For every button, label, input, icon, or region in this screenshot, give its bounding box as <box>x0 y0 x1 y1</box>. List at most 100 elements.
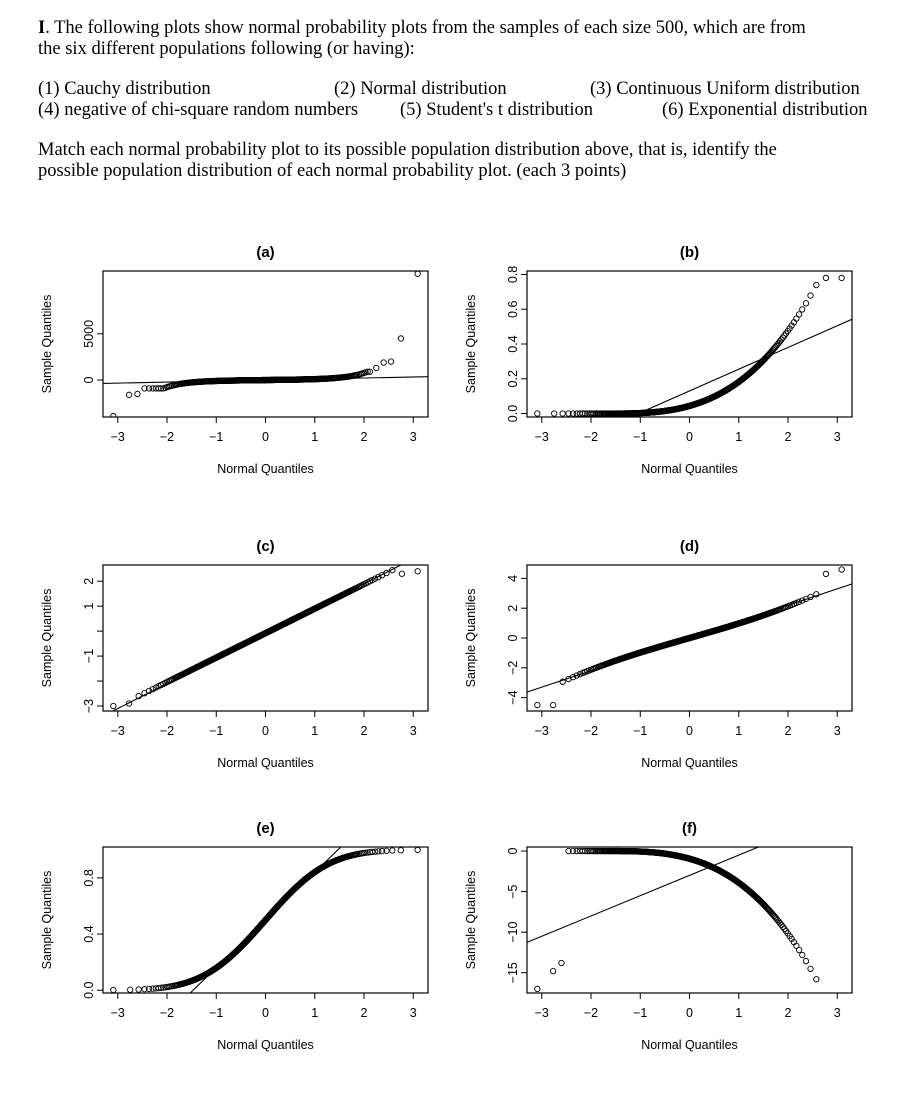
data-point <box>779 923 786 930</box>
data-point <box>383 847 390 854</box>
x-tick-label: −2 <box>584 1006 598 1020</box>
data-point <box>793 942 800 949</box>
data-point <box>778 336 785 343</box>
data-point <box>373 364 380 372</box>
data-point <box>807 965 814 972</box>
data-point <box>551 410 558 417</box>
data-point <box>813 281 820 289</box>
data-point <box>799 951 806 959</box>
reference-line <box>629 318 852 417</box>
x-tick-label: −1 <box>209 724 223 738</box>
data-point <box>414 271 421 277</box>
data-point <box>569 847 577 855</box>
data-point <box>573 672 580 679</box>
reference-line <box>527 847 760 943</box>
data-point <box>807 593 814 601</box>
points <box>110 271 421 417</box>
plot-title: (a) <box>256 244 274 261</box>
y-tick-label: 0.2 <box>506 370 520 387</box>
data-point <box>375 848 382 855</box>
data-point <box>823 992 827 993</box>
intro-line-2: the six different populations following … <box>38 39 415 59</box>
x-axis-label: Normal Quantiles <box>217 1038 314 1052</box>
y-axis-label: Sample Quantiles <box>40 295 54 394</box>
x-tick-label: 1 <box>735 430 742 444</box>
data-point <box>565 847 572 855</box>
intro-line-1: I. The following plots show normal proba… <box>38 18 898 39</box>
data-point <box>364 849 371 856</box>
x-tick-label: −3 <box>111 430 125 444</box>
qq-plot-a: (a) −3 −2 −1 0 1 2 3 0 5000 Normal Quantiles Sample… <box>40 244 429 476</box>
y-tick-label: −10 <box>506 922 520 943</box>
x-tick-label: 1 <box>735 724 742 738</box>
data-point <box>534 701 541 709</box>
data-point <box>155 385 162 392</box>
x-tick-label: −2 <box>584 430 598 444</box>
data-point <box>589 847 597 855</box>
plot-frame <box>102 270 429 418</box>
plot-title: (f) <box>682 820 697 837</box>
data-point <box>807 292 814 299</box>
data-point <box>579 847 586 855</box>
option-3: (3) Continuous Uniform distribution <box>590 79 860 99</box>
data-point <box>110 412 117 417</box>
data-point <box>838 566 845 573</box>
y-tick-label: 0.0 <box>506 405 520 422</box>
data-point <box>802 300 810 307</box>
x-tick-label: −1 <box>633 724 647 738</box>
data-point <box>795 598 803 605</box>
data-point <box>569 673 577 681</box>
x-tick-label: −3 <box>535 430 549 444</box>
x-tick-label: 2 <box>361 430 368 444</box>
data-point <box>565 410 572 417</box>
data-point <box>397 335 405 342</box>
data-point <box>576 671 584 678</box>
data-point <box>362 849 369 856</box>
data-point <box>383 569 390 577</box>
data-point <box>127 986 134 993</box>
qq-plot-e: (e) −3 −2 −1 0 1 2 3 0.0 0.4 0.8 Normal Quantiles Sa… <box>40 820 429 1052</box>
data-point <box>573 410 580 417</box>
x-tick-label: 0 <box>686 1006 693 1020</box>
data-point <box>387 358 395 365</box>
data-point <box>145 687 153 695</box>
points <box>534 566 845 709</box>
data-point <box>397 847 404 854</box>
data-point <box>573 847 580 855</box>
y-tick-label: 2 <box>82 578 96 585</box>
data-point <box>793 315 800 322</box>
data-point <box>414 847 421 854</box>
options-row-2: (4) negative of chi-square random number… <box>38 100 898 121</box>
y-tick-label: 0.8 <box>82 869 96 886</box>
x-tick-label: −2 <box>160 1006 174 1020</box>
y-axis-label: Sample Quantiles <box>464 295 478 394</box>
qq-plot-c: (c) −3 −2 −1 0 1 2 3 −3 −1 1 2 Normal Quantiles Sampl… <box>40 538 429 770</box>
points <box>534 847 844 1034</box>
y-tick-label: −5 <box>506 884 520 898</box>
data-point <box>157 984 165 991</box>
y-tick-label: −2 <box>506 661 520 675</box>
y-tick-label: 1 <box>82 603 96 610</box>
x-tick-label: 0 <box>262 430 269 444</box>
data-point <box>110 702 117 710</box>
x-tick-label: −2 <box>160 430 174 444</box>
data-point <box>799 597 806 604</box>
data-point <box>569 410 577 417</box>
data-point <box>375 573 382 581</box>
data-point <box>549 967 557 975</box>
qq-plot-b: (b) −3 −2 −1 0 1 2 3 0.0 0.2 0.4 0.6 0.8 Normal Quant… <box>464 244 853 476</box>
instruction-line-2: possible population distribution of each… <box>38 161 627 181</box>
data-point <box>839 1029 844 1034</box>
data-point <box>588 847 595 855</box>
plot-frame <box>526 846 853 994</box>
data-point <box>822 274 830 282</box>
data-point <box>389 847 396 854</box>
x-axis-label: Normal Quantiles <box>217 462 314 476</box>
x-axis-label: Normal Quantiles <box>641 462 738 476</box>
data-point <box>157 385 165 392</box>
x-tick-label: −3 <box>111 724 125 738</box>
data-point <box>110 986 117 993</box>
y-axis-label: Sample Quantiles <box>464 589 478 688</box>
data-point <box>141 385 148 392</box>
points <box>534 274 845 417</box>
